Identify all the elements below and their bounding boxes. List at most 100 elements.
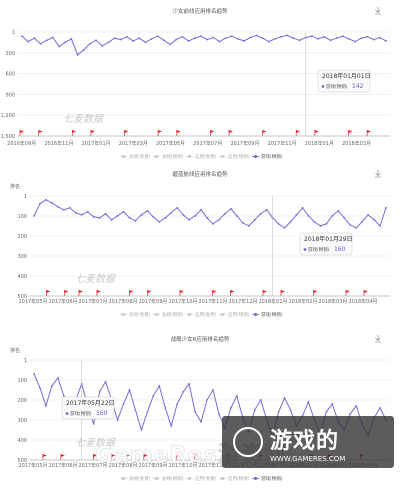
series-point — [212, 222, 214, 225]
series-point — [95, 39, 97, 42]
download-icon[interactable] — [375, 7, 381, 15]
legend-label: 总榜(免费) — [129, 311, 151, 318]
download-icon[interactable] — [375, 170, 381, 178]
series-point — [218, 413, 220, 415]
event-flag-mark — [296, 130, 301, 133]
event-flag-icon — [363, 290, 368, 296]
series-point — [255, 34, 258, 37]
legend-item[interactable]: 应用(免费) — [186, 475, 217, 482]
download-icon[interactable] — [375, 335, 381, 343]
event-flag-icon — [143, 454, 148, 460]
series-point — [349, 223, 352, 226]
series-point — [152, 215, 155, 218]
legend-item[interactable]: 总榜(畅销) — [153, 475, 184, 482]
event-flag-mark — [176, 130, 181, 133]
legend-label: 游戏(畅销) — [261, 153, 283, 160]
legend-item[interactable]: 应用(畅销) — [219, 475, 250, 482]
legend-item[interactable]: 总榜(畅销) — [153, 153, 184, 160]
event-flag-icon — [78, 290, 83, 296]
x-tick-label: 2017年07月 — [78, 298, 107, 305]
legend-swatch-dot — [187, 476, 192, 481]
y-tick-label: 400 — [17, 274, 27, 280]
x-tick-label: 2017年03月 — [119, 140, 148, 147]
legend-swatch-dot — [253, 154, 258, 159]
event-flag-mark — [363, 290, 368, 293]
event-flag-mark — [212, 290, 217, 293]
x-tick-label: 2017年11月 — [198, 462, 227, 469]
tooltip-date: 2017年05月22日 — [66, 399, 115, 407]
x-tick-label: 2017年05月 — [156, 140, 185, 147]
legend-item[interactable]: 应用(免费) — [186, 311, 217, 318]
series-point — [193, 37, 196, 40]
series-point — [277, 411, 280, 413]
tooltip-value: 160 — [96, 410, 108, 417]
chart-title: 少女前线应用排名趋势 — [172, 7, 228, 15]
event-flag-icon — [38, 130, 43, 136]
legend-item[interactable]: 游戏(畅销) — [252, 153, 283, 160]
series-point — [33, 214, 35, 217]
legend-item[interactable]: 游戏(畅销) — [252, 475, 283, 482]
series-point — [224, 212, 226, 215]
event-flag-icon — [313, 290, 318, 296]
event-flag-mark — [314, 130, 319, 133]
series-point — [360, 37, 363, 40]
legend-item[interactable]: 总榜(畅销) — [153, 311, 184, 318]
legend-item[interactable]: 应用(畅销) — [219, 153, 250, 160]
series-point — [176, 402, 179, 405]
series-point — [134, 408, 137, 411]
legend-item[interactable]: 应用(免费) — [186, 153, 217, 160]
y-tick-label: 300 — [17, 254, 27, 260]
legend-item[interactable]: 总榜(免费) — [120, 311, 151, 318]
event-flag-icon — [111, 454, 116, 460]
download-icon-glyph — [375, 7, 381, 15]
series-point — [128, 216, 131, 219]
series-point — [229, 406, 232, 409]
series-point — [261, 37, 264, 40]
tooltip-value: 142 — [352, 83, 364, 90]
series-point — [39, 42, 42, 45]
series-point — [292, 37, 295, 40]
legend-item[interactable]: 应用(畅销) — [219, 311, 250, 318]
legend-item[interactable]: 总榜(免费) — [120, 153, 151, 160]
watermark-text: 七麦数据 — [63, 113, 105, 125]
series-point — [125, 35, 128, 38]
series-point — [194, 411, 196, 413]
series-point — [82, 49, 85, 51]
event-flag-mark — [72, 130, 77, 133]
event-flag-mark — [129, 290, 134, 293]
legend-label: 总榜(免费) — [129, 153, 151, 160]
series-point — [86, 210, 89, 213]
x-tick-label: 2017年09月 — [138, 462, 167, 469]
series-point — [50, 201, 53, 204]
series-point — [379, 406, 381, 409]
event-flag-icon — [295, 130, 301, 136]
legend-swatch-dot — [187, 154, 192, 159]
event-flag-mark — [280, 290, 285, 293]
series-point — [259, 212, 262, 215]
series-point — [132, 40, 134, 42]
series-point — [152, 394, 155, 397]
series-point — [150, 37, 153, 40]
series-point — [325, 411, 328, 413]
legend-swatch-dot — [121, 154, 126, 159]
series-point — [45, 404, 47, 407]
series-point — [200, 35, 202, 37]
event-flag-mark — [228, 130, 233, 133]
series-point — [45, 39, 48, 42]
legend-item[interactable]: 总榜(免费) — [120, 475, 151, 482]
x-tick-label: 2018年03月 — [342, 140, 371, 147]
tooltip-series-name: 游戏(畅销) — [70, 410, 92, 417]
series-point — [113, 37, 116, 40]
legend-item[interactable]: 游戏(畅销) — [252, 311, 283, 318]
series-point — [274, 37, 276, 40]
event-flag-icon — [124, 130, 129, 136]
y-tick-label: 300 — [5, 51, 15, 57]
legend-label: 游戏(畅销) — [261, 311, 283, 318]
series-point — [80, 213, 83, 216]
legend-swatch-dot — [253, 312, 258, 317]
event-flag-icon — [262, 130, 267, 136]
series-point — [128, 388, 131, 391]
series-point — [237, 37, 239, 40]
